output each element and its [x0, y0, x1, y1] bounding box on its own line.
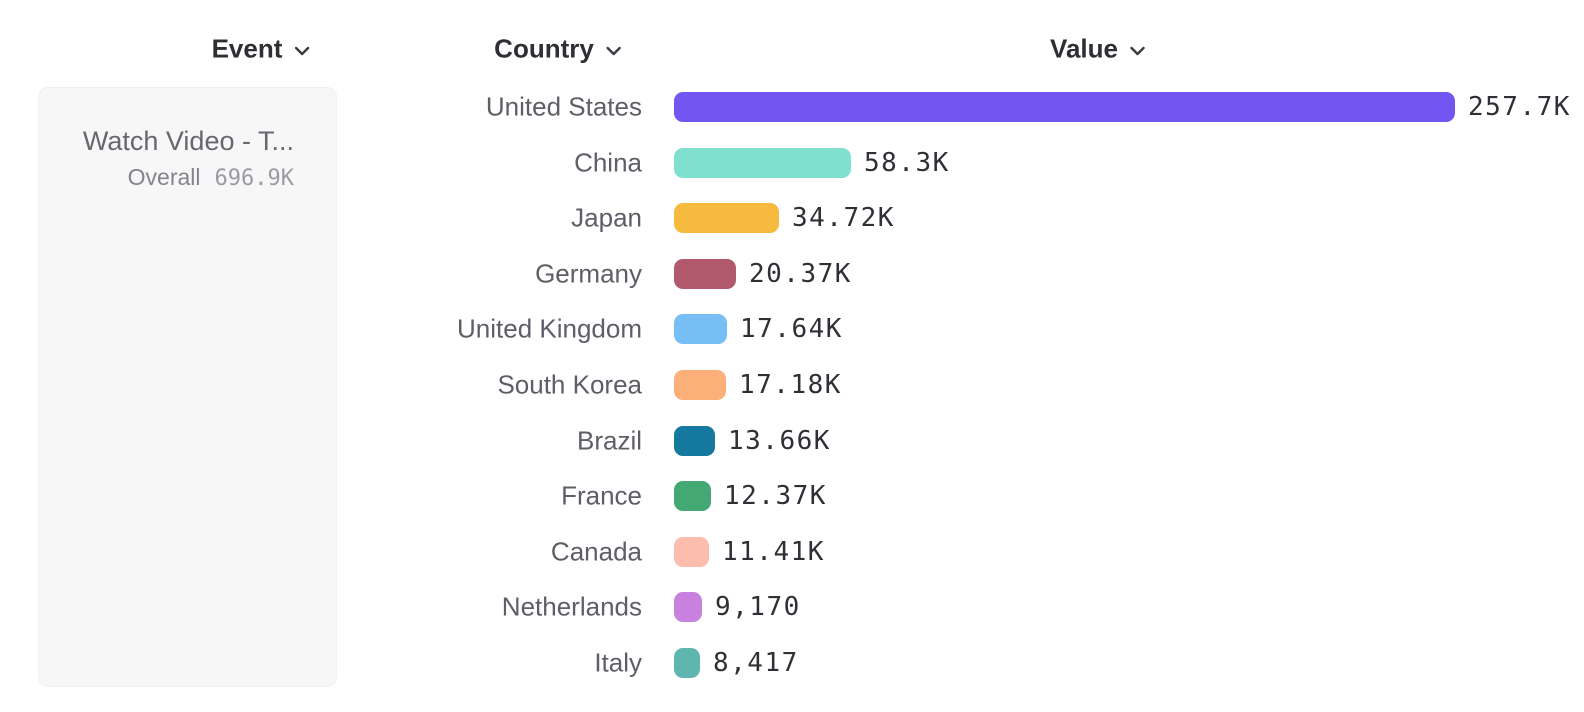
column-header-event-label: Event [211, 33, 283, 64]
country-label: Brazil [576, 425, 642, 456]
country-label: France [561, 480, 642, 511]
value-label: 11.41K [722, 536, 825, 567]
country-label: China [574, 147, 642, 178]
chart-row: United Kingdom 17.64K [0, 301, 1584, 357]
value-label: 8,417 [713, 648, 799, 678]
chart-row: Canada 11.41K [0, 524, 1584, 580]
country-label: United Kingdom [457, 313, 642, 344]
value-bar[interactable] [674, 481, 711, 512]
event-overall-row: Overall 696.9K [59, 164, 294, 191]
chart-row: United States 257.7K [0, 79, 1584, 135]
country-label: South Korea [497, 369, 642, 400]
chart-row: Japan 34.72K [0, 190, 1584, 246]
value-bar[interactable] [674, 370, 726, 400]
country-label: Italy [594, 647, 642, 678]
chart-row: Netherlands 9,170 [0, 579, 1584, 635]
value-bar[interactable] [674, 425, 715, 456]
chart-row: China 58.3K [0, 135, 1584, 191]
value-label: 20.37K [749, 258, 852, 289]
event-overall-value: 696.9K [214, 166, 294, 191]
column-header-event[interactable]: Event [212, 34, 311, 65]
value-bar[interactable] [674, 592, 702, 623]
chevron-down-icon [605, 45, 622, 56]
country-label: Germany [535, 258, 642, 289]
value-label: 13.66K [728, 425, 831, 456]
value-bar[interactable] [674, 648, 700, 678]
chart-row: France 12.37K [0, 468, 1584, 524]
chart-row: South Korea 17.18K [0, 357, 1584, 413]
event-overall-label: Overall [127, 164, 201, 190]
value-bar[interactable] [674, 92, 1455, 122]
value-label: 17.18K [739, 370, 842, 400]
country-label: Japan [571, 202, 642, 233]
chart-row: Germany 20.37K [0, 246, 1584, 302]
chevron-down-icon [1129, 45, 1146, 56]
event-title: Watch Video - T... [82, 126, 294, 156]
value-label: 58.3K [864, 147, 950, 178]
value-bar[interactable] [674, 147, 851, 178]
chevron-down-icon [293, 45, 310, 56]
column-header-value-label: Value [1050, 33, 1118, 64]
column-header-country-label: Country [494, 33, 594, 64]
country-label: Canada [550, 536, 642, 567]
value-label: 12.37K [724, 481, 827, 512]
country-label: United States [485, 91, 642, 122]
value-bar[interactable] [674, 258, 736, 289]
value-bar[interactable] [674, 203, 779, 234]
value-bar[interactable] [674, 314, 727, 345]
value-bar[interactable] [674, 536, 709, 567]
chart-row: Brazil 13.66K [0, 413, 1584, 469]
value-label: 17.64K [740, 314, 843, 345]
event-card[interactable]: Watch Video - T... Overall 696.9K [38, 87, 337, 687]
value-label: 257.7K [1468, 92, 1571, 122]
value-label: 34.72K [792, 203, 895, 234]
column-header-country[interactable]: Country [494, 34, 622, 65]
country-label: Netherlands [501, 591, 642, 622]
column-header-value[interactable]: Value [1050, 34, 1146, 65]
chart-row: Italy 8,417 [0, 635, 1584, 691]
value-label: 9,170 [715, 592, 801, 623]
